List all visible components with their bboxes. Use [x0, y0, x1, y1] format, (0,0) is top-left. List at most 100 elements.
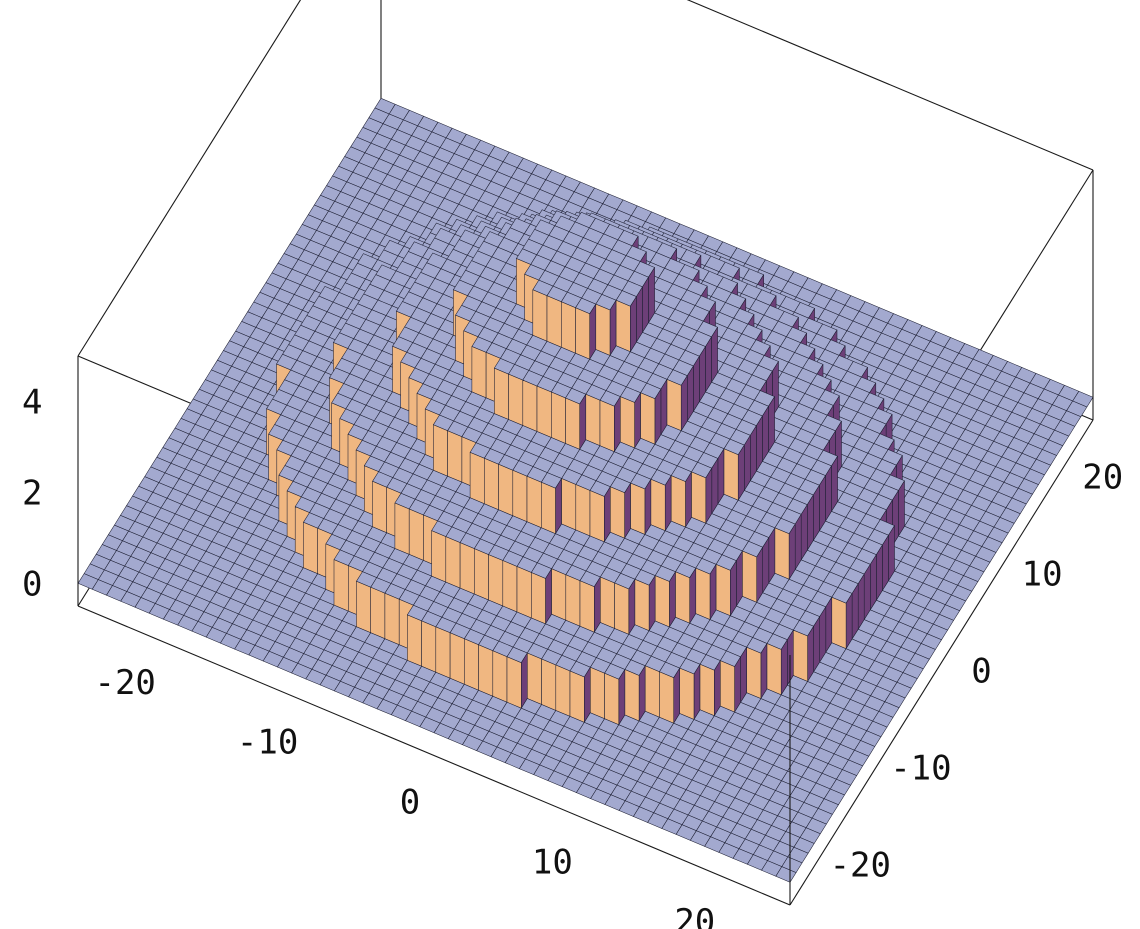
surface-wall-1839 — [356, 581, 371, 633]
surface-wall-2368 — [541, 658, 557, 711]
surface-wall-2439 — [793, 629, 808, 682]
surface-wall-2074 — [610, 486, 625, 539]
surface-wall-1393 — [532, 289, 548, 342]
z-tick-label-1: 2 — [22, 473, 42, 513]
y-tick-label-0: -20 — [830, 846, 891, 886]
surface-wall-1941 — [526, 476, 542, 528]
surface-wall-2468 — [746, 646, 762, 699]
surface-wall-2221 — [464, 638, 479, 691]
surface-wall-1545 — [433, 424, 448, 477]
surface-wall-1985 — [541, 482, 556, 534]
surface-wall-2190 — [551, 568, 567, 621]
surface-wall-1432 — [303, 522, 318, 574]
surface-wall-2315 — [715, 564, 731, 617]
surface-wall-2355 — [831, 596, 847, 649]
surface-wall-1555 — [575, 307, 590, 360]
surface-wall-2086 — [691, 471, 707, 524]
surface-wall-2064 — [488, 554, 504, 607]
surface-wall-2309 — [675, 571, 690, 624]
surface-wall-1805 — [585, 394, 601, 446]
surface-wall-1607 — [508, 373, 524, 426]
surface-wall-1693 — [333, 559, 349, 612]
surface-wall-2303 — [634, 579, 650, 631]
surface-wall-1892 — [431, 530, 447, 583]
box-edge-0 — [77, 605, 791, 906]
surface-wall-1857 — [620, 396, 635, 449]
surface-wall-1979 — [459, 542, 475, 595]
surface-wall-1932 — [384, 592, 400, 645]
surface-wall-1847 — [498, 464, 514, 517]
surface-wall-2337 — [527, 652, 542, 705]
surface-wall-1389 — [471, 346, 487, 399]
box-edge-7 — [77, 0, 302, 357]
surface-wall-2071 — [589, 490, 605, 543]
surface-mesh — [77, 98, 1094, 883]
surface-wall-2426 — [590, 667, 605, 719]
surface-wall-2182 — [449, 632, 465, 685]
surface-wall-1888 — [370, 587, 386, 639]
surface-wall-1697 — [394, 502, 410, 555]
axis-tick-labels: -20 -10 0 10 20 -20 -10 0 10 20 0 2 4 — [22, 382, 1123, 929]
surface-wall-2188 — [531, 572, 546, 625]
surface-wall-2496 — [699, 664, 715, 717]
surface-wall-1749 — [469, 452, 485, 505]
y-tick-label-3: 10 — [1022, 555, 1063, 595]
surface-wall-2292 — [492, 650, 508, 703]
surface-wall-2274 — [742, 550, 757, 603]
surface-wall-2424 — [569, 670, 585, 723]
box-edge-1 — [789, 419, 1094, 906]
y-tick-label-4: 20 — [1082, 458, 1123, 498]
surface-wall-2455 — [604, 672, 620, 725]
surface-wall-1803 — [565, 397, 580, 450]
bounding-box-front — [77, 170, 1094, 906]
z-tick-label-2: 4 — [22, 382, 42, 422]
z-tick-label-0: 0 — [22, 564, 42, 604]
surface-wall-1860 — [640, 392, 656, 445]
surface-wall-2083 — [670, 475, 686, 528]
surface-wall-2227 — [565, 574, 581, 627]
surface-wall-1448 — [546, 295, 562, 348]
surface-wall-2471 — [766, 643, 782, 696]
surface-wall-2255 — [478, 644, 494, 697]
surface-wall-1657 — [522, 379, 538, 432]
surface-wall-2264 — [600, 576, 615, 629]
surface-wall-2024 — [474, 548, 489, 601]
surface-wall-1549 — [494, 367, 509, 420]
surface-wall-2114 — [502, 560, 518, 613]
surface-wall-2030 — [575, 484, 591, 537]
x-tick-label-2: 0 — [400, 783, 420, 823]
y-tick-label-1: -10 — [890, 749, 951, 789]
surface-cell-2739 — [775, 866, 797, 883]
surface-wall-2059 — [407, 614, 422, 667]
y-tick-label-2: 0 — [971, 652, 991, 692]
surface-wall-2458 — [624, 669, 640, 722]
surface-wall-1541 — [372, 481, 387, 534]
surface-wall-2077 — [630, 482, 646, 535]
surface-wall-2335 — [506, 656, 522, 709]
x-tick-label-3: 10 — [532, 842, 573, 882]
surface-wall-1936 — [445, 536, 461, 589]
surface-wall-2151 — [516, 566, 532, 619]
surface-wall-2109 — [421, 620, 437, 673]
surface-wall-1797 — [484, 458, 499, 511]
surface-wall-2499 — [720, 660, 735, 713]
surface-wall-1745 — [408, 508, 424, 561]
surface-wall-2204 — [774, 527, 790, 580]
surface-wall-2146 — [435, 626, 451, 679]
surface-wall-2300 — [614, 582, 630, 635]
surface-wall-2493 — [679, 667, 695, 720]
surface-wall-1812 — [666, 379, 682, 432]
x-tick-label-0: -20 — [94, 663, 155, 703]
surface-wall-1754 — [551, 391, 566, 444]
surface-wall-1897 — [512, 470, 528, 522]
surface-wall-1705 — [536, 385, 552, 438]
surface-wall-2460 — [644, 665, 660, 718]
surface-wall-1558 — [595, 303, 611, 356]
surface-wall-2306 — [654, 575, 670, 628]
surface-wall-2080 — [650, 479, 666, 532]
surface-wall-2262 — [579, 580, 595, 633]
surface-wall-1561 — [615, 300, 631, 353]
surface-wall-1987 — [561, 478, 577, 531]
surface-wall-1603 — [447, 430, 463, 483]
